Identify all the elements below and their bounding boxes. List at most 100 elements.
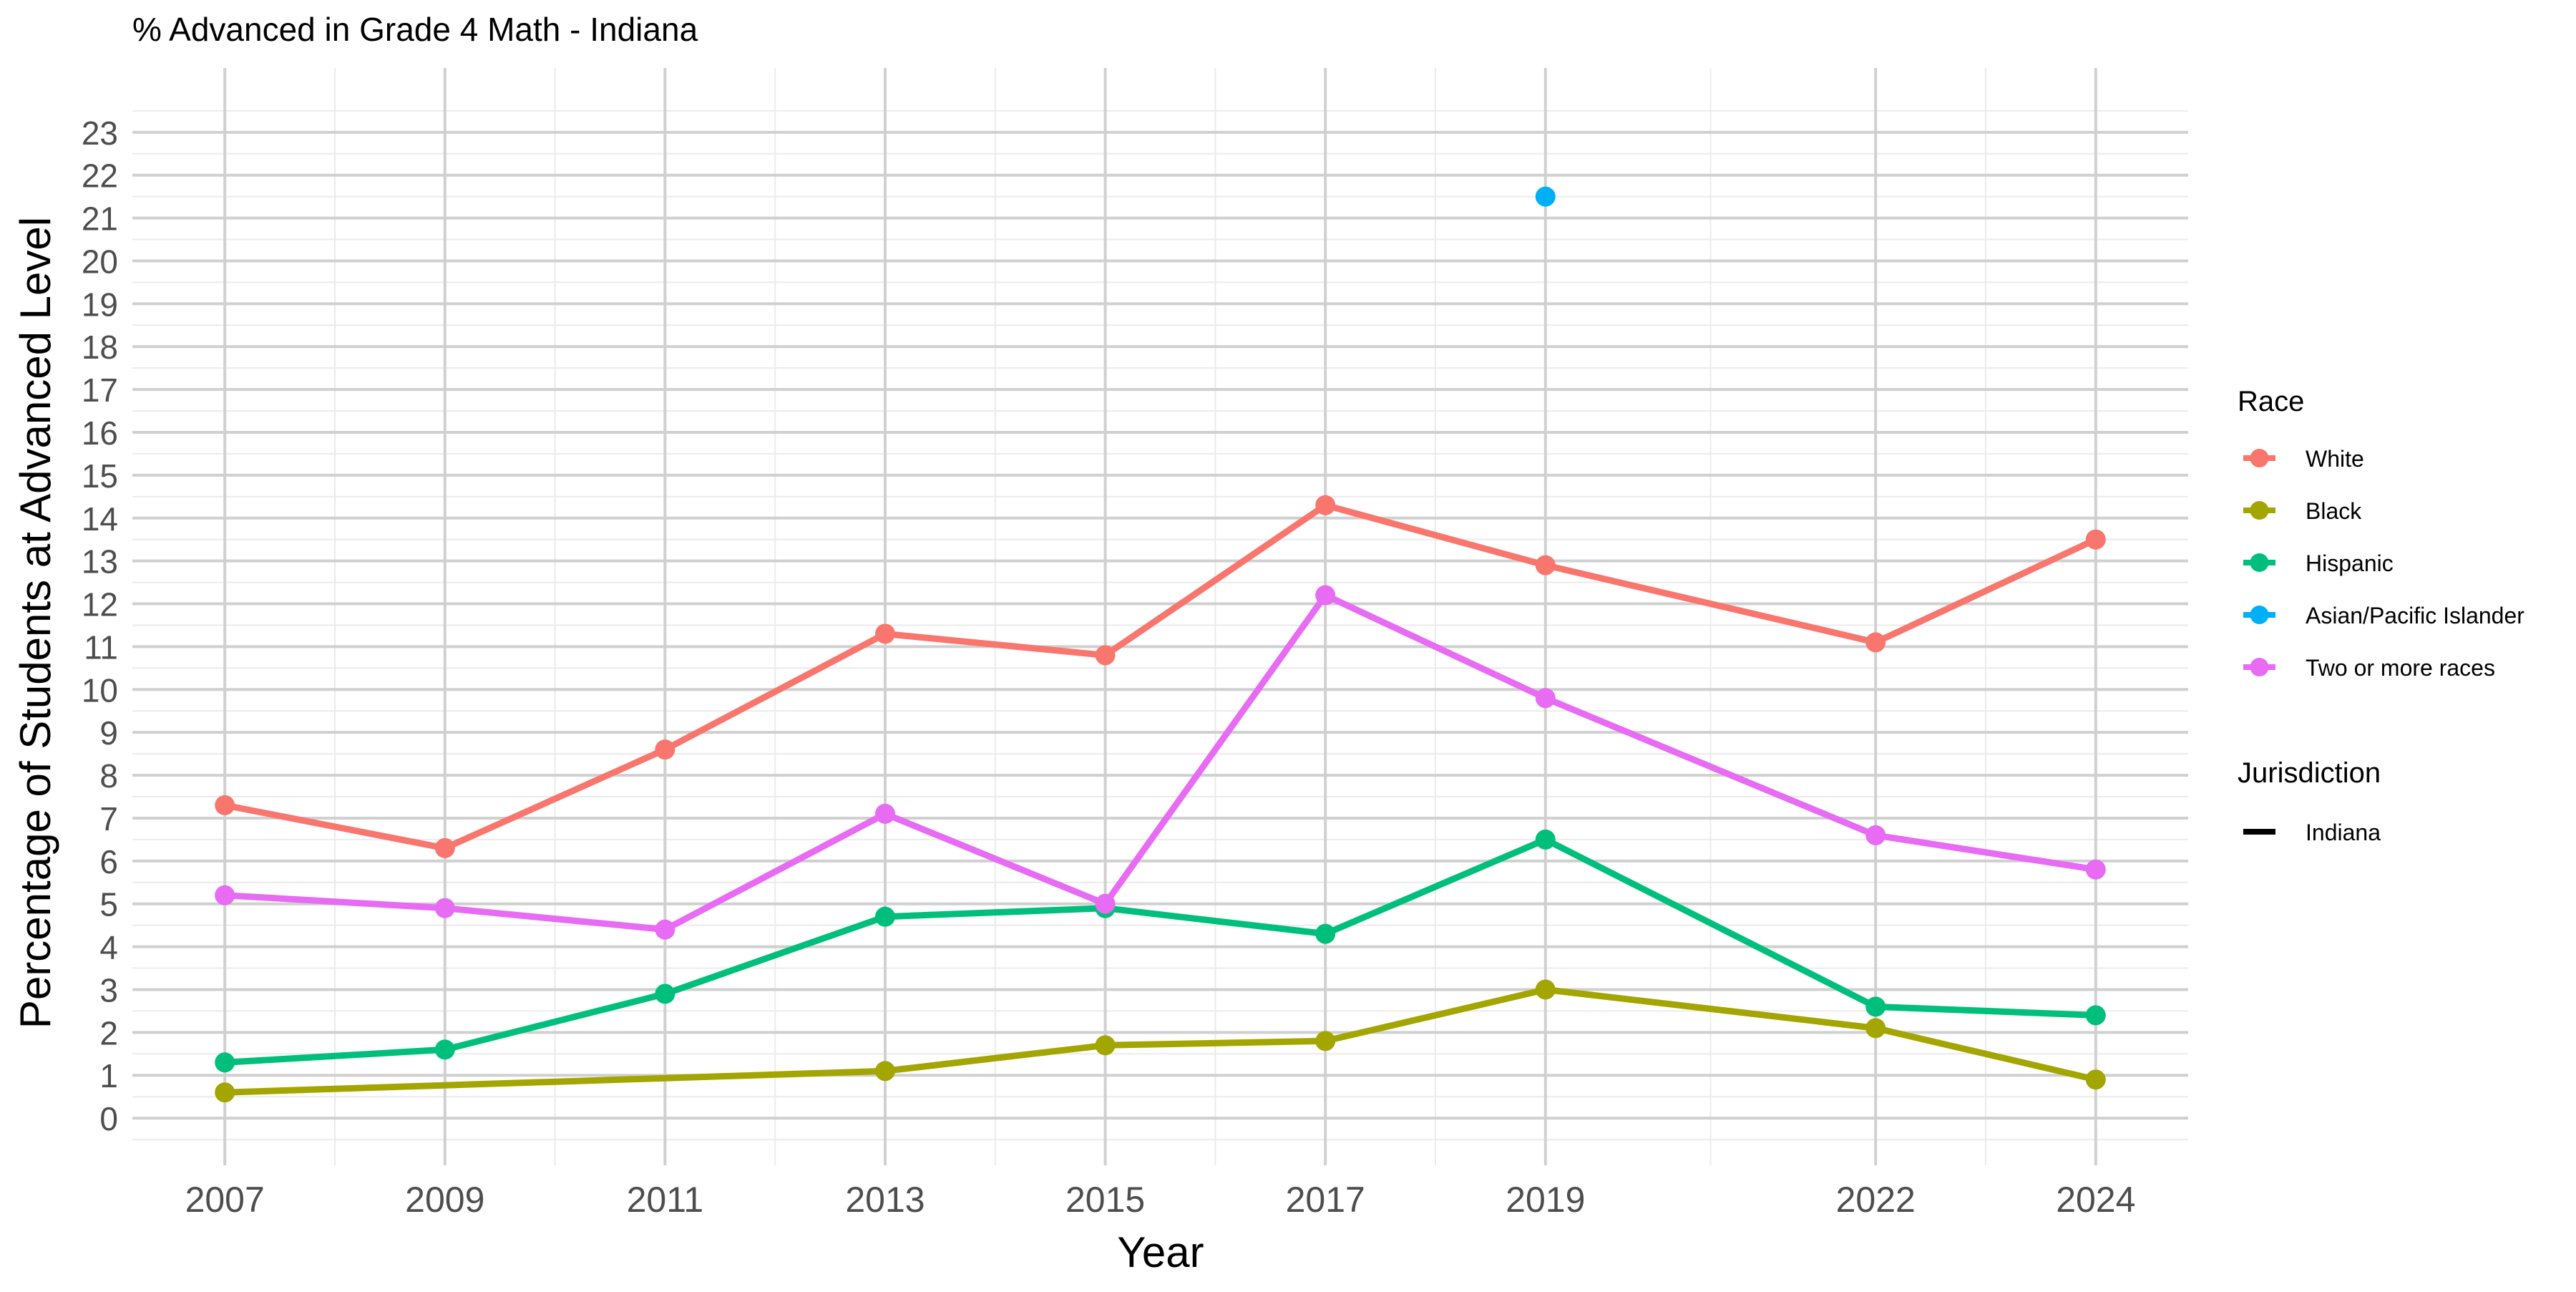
data-point-white: [434, 837, 455, 858]
data-point-black: [1535, 979, 1556, 1000]
data-point-black: [1095, 1035, 1116, 1056]
series-line-hispanic: [221, 836, 2099, 1066]
legend-point-key: [2250, 501, 2269, 520]
legend-point-key: [2250, 553, 2269, 572]
data-point-asian-pacific-islander: [1535, 186, 1556, 207]
x-tick-label: 2007: [185, 1180, 265, 1220]
legend-item-label: Black: [2306, 498, 2362, 524]
y-tick-label: 9: [99, 714, 118, 752]
x-tick-label: 2019: [1506, 1180, 1585, 1220]
y-tick-label: 4: [99, 929, 118, 966]
y-tick-label: 7: [99, 800, 118, 837]
data-point-two-or-more-races: [1095, 893, 1116, 914]
x-tick-label: 2017: [1286, 1180, 1365, 1220]
data-point-two-or-more-races: [655, 919, 675, 940]
y-tick-label: 8: [99, 757, 118, 795]
data-point-two-or-more-races: [2085, 859, 2106, 880]
legend-point-key: [2250, 606, 2269, 624]
data-point-white: [874, 623, 895, 644]
legend-item-label: White: [2306, 446, 2364, 472]
y-tick-label: 3: [99, 971, 118, 1009]
y-tick-label: 6: [99, 843, 118, 880]
y-tick-label: 14: [82, 500, 118, 538]
legend-race-title: Race: [2238, 386, 2304, 417]
data-point-white: [1535, 555, 1556, 575]
data-point-hispanic: [434, 1039, 455, 1060]
legend-item-two-or-more-races: Two or more races: [2243, 655, 2495, 681]
data-point-white: [2085, 529, 2106, 550]
y-tick-label: 1: [99, 1057, 118, 1094]
minor-gridlines: [132, 68, 2188, 1165]
data-point-black: [1865, 1018, 1886, 1039]
data-point-white: [1095, 645, 1116, 666]
legend-item-white: White: [2243, 446, 2364, 472]
x-axis-tick-labels: 2007 2009 2011 2013 2015 2017 2019 2022 2024: [185, 1180, 2136, 1220]
legend-point-key: [2250, 658, 2269, 676]
y-tick-label: 17: [82, 371, 118, 409]
data-point-two-or-more-races: [1535, 688, 1556, 709]
data-point-hispanic: [874, 906, 895, 927]
legend-item-label: Asian/Pacific Islander: [2306, 603, 2524, 628]
legend: Race White Black Hispanic Asian/Pacific Isl…: [2238, 386, 2524, 845]
x-tick-label: 2015: [1065, 1180, 1145, 1220]
y-tick-label: 20: [82, 243, 118, 280]
data-point-hispanic: [1315, 923, 1336, 944]
data-point-black: [1315, 1031, 1336, 1051]
y-tick-label: 5: [99, 886, 118, 923]
data-point-two-or-more-races: [1865, 825, 1886, 845]
data-point-hispanic: [1865, 996, 1886, 1017]
series-points: [215, 186, 2106, 1103]
data-point-two-or-more-races: [1315, 585, 1336, 606]
data-point-white: [215, 795, 235, 815]
legend-item-asian-pacific-islander: Asian/Pacific Islander: [2243, 603, 2524, 628]
y-tick-label: 22: [82, 157, 118, 195]
major-gridlines: [132, 68, 2188, 1165]
x-axis-label: Year: [1117, 1228, 1204, 1276]
legend-point-key: [2250, 449, 2269, 467]
y-tick-label: 16: [82, 414, 118, 452]
x-tick-label: 2009: [405, 1180, 484, 1220]
data-point-white: [1865, 632, 1886, 653]
y-tick-label: 0: [99, 1100, 118, 1137]
x-tick-label: 2013: [845, 1180, 924, 1220]
data-point-white: [1315, 495, 1336, 515]
y-tick-label: 21: [82, 200, 118, 238]
y-tick-label: 13: [82, 543, 118, 581]
y-tick-label: 18: [82, 329, 118, 366]
legend-item-indiana: Indiana: [2243, 820, 2381, 845]
legend-race-items: White Black Hispanic Asian/Pacific Islander…: [2243, 446, 2524, 681]
legend-item-label: Two or more races: [2306, 655, 2495, 681]
legend-item-hispanic: Hispanic: [2243, 550, 2394, 576]
legend-jurisdiction-title: Jurisdiction: [2238, 757, 2381, 789]
series-lines: [221, 502, 2099, 1096]
y-tick-label: 12: [82, 586, 118, 623]
data-point-two-or-more-races: [215, 885, 235, 905]
x-tick-label: 2024: [2056, 1180, 2135, 1220]
legend-item-black: Black: [2243, 498, 2362, 524]
series-line-black: [221, 986, 2099, 1096]
legend-item-label: Indiana: [2306, 820, 2381, 845]
legend-item-label: Hispanic: [2306, 550, 2394, 576]
data-point-hispanic: [215, 1052, 235, 1073]
x-tick-label: 2011: [627, 1180, 704, 1220]
data-point-hispanic: [2085, 1005, 2106, 1026]
data-point-black: [874, 1061, 895, 1082]
y-tick-label: 19: [82, 286, 118, 323]
y-tick-label: 10: [82, 671, 118, 709]
x-tick-label: 2022: [1836, 1180, 1916, 1220]
data-point-black: [2085, 1069, 2106, 1090]
data-point-two-or-more-races: [874, 803, 895, 824]
y-tick-label: 2: [99, 1014, 118, 1051]
data-point-white: [655, 739, 675, 760]
data-point-black: [215, 1082, 235, 1103]
y-tick-label: 15: [82, 457, 118, 495]
chart-title: % Advanced in Grade 4 Math - Indiana: [132, 11, 698, 48]
data-point-two-or-more-races: [434, 898, 455, 918]
y-tick-label: 11: [84, 628, 118, 666]
data-point-hispanic: [1535, 829, 1556, 850]
y-tick-label: 23: [82, 115, 118, 152]
y-axis-label: Percentage of Students at Advanced Level: [11, 217, 59, 1029]
